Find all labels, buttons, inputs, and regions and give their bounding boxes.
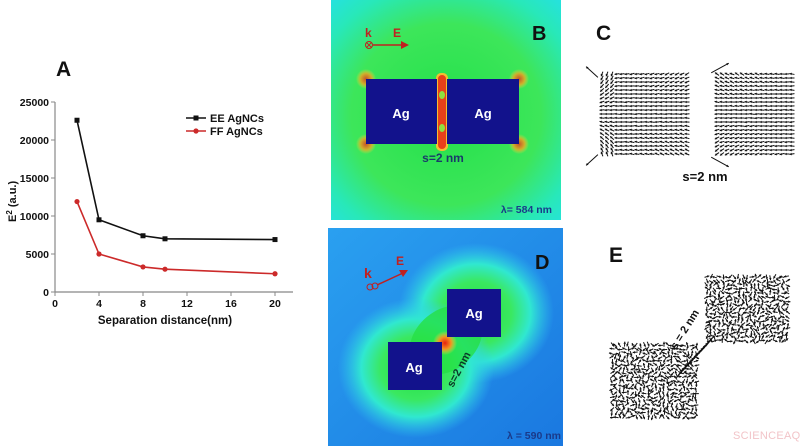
ag-block-upper: [447, 289, 501, 337]
wavelength-label: λ= 584 nm: [501, 204, 552, 216]
data-point: [162, 236, 168, 242]
svg-text:20: 20: [269, 298, 281, 310]
y-ticks: 0 5000 10000 15000 20000 25000: [20, 97, 55, 299]
data-point: [272, 237, 278, 243]
data-point: [96, 251, 102, 257]
ag-label-right: Ag: [474, 106, 491, 121]
data-point: [140, 233, 146, 239]
series-line: [76, 201, 276, 275]
svg-text:0: 0: [43, 287, 49, 299]
gap-label: s=2 nm: [682, 169, 727, 184]
svg-text:4: 4: [96, 298, 102, 310]
field-map-panel-b: Ag Ag s=2 nm k E B λ= 584 nm: [331, 0, 561, 220]
svg-text:0: 0: [52, 298, 58, 310]
panel-label-d: D: [535, 252, 549, 274]
k-label: k: [364, 265, 372, 281]
x-ticks: 0 4 8 12 16 20: [52, 292, 281, 310]
svg-text:25000: 25000: [20, 97, 49, 109]
k-into-page-icon: [366, 283, 374, 291]
wavelength-label: λ = 590 nm: [507, 430, 561, 442]
panel-label-c: C: [596, 22, 612, 45]
panel-label-b: B: [532, 23, 546, 45]
chart-panel-a: 0 5000 10000 15000 20000 25000 0 4 8 12 16 20 E2 (…: [5, 97, 293, 327]
vector-plot-panel-c: s=2 nm: [585, 62, 795, 184]
svg-text:10000: 10000: [20, 211, 49, 223]
vector-plot-panel-e: s = 2 nm: [608, 273, 791, 421]
svg-text:16: 16: [225, 298, 237, 310]
data-point: [74, 117, 80, 123]
data-point: [162, 266, 168, 272]
ag-block-left: [366, 79, 437, 144]
x-axis-label: Separation distance(nm): [98, 315, 232, 327]
ag-label-lower: Ag: [405, 360, 422, 375]
panel-label-e: E: [609, 244, 624, 267]
chart-series: [74, 117, 278, 277]
field-map-panel-d: Ag Ag s=2 nm k E D λ = 590 nm: [328, 228, 563, 446]
e-field-arrow-icon: [376, 272, 404, 286]
gap-label: s=2 nm: [422, 151, 464, 165]
ag-label-upper: Ag: [465, 306, 482, 321]
svg-text:5000: 5000: [26, 249, 50, 261]
watermark: SCIENCEAQ.COM: [733, 430, 800, 442]
series-line: [76, 120, 276, 241]
ag-label-left: Ag: [392, 106, 409, 121]
data-point: [74, 198, 80, 205]
svg-text:12: 12: [181, 298, 193, 310]
legend-entry: FF AgNCs: [210, 126, 263, 138]
k-label: k: [365, 26, 372, 40]
k-into-page-icon: [365, 41, 373, 49]
ag-block-right: [447, 79, 519, 144]
data-point: [140, 264, 146, 270]
svg-text:15000: 15000: [20, 173, 49, 185]
panel-label-a: A: [56, 58, 72, 81]
ag-block-lower: [388, 342, 442, 390]
svg-text:20000: 20000: [20, 135, 49, 147]
data-point: [96, 217, 102, 223]
e-label: E: [393, 26, 401, 40]
e-label: E: [396, 254, 404, 268]
data-point: [272, 271, 278, 277]
svg-text:8: 8: [140, 298, 146, 310]
legend-entry: EE AgNCs: [210, 113, 264, 125]
y-axis-label: E2 (a.u.): [5, 181, 20, 222]
